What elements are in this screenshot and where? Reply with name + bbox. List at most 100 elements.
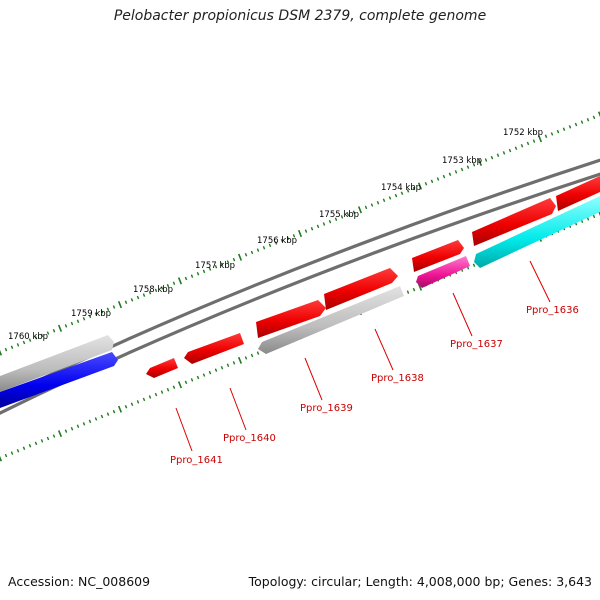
minor-tick <box>4 347 8 352</box>
minor-tick <box>148 395 152 399</box>
major-tick <box>297 229 303 238</box>
minor-tick <box>142 293 146 297</box>
minor-tick <box>472 163 476 167</box>
gene-arrow-gray[interactable] <box>258 286 404 354</box>
gene-arrow-gray[interactable] <box>0 335 114 392</box>
minor-tick <box>190 378 194 382</box>
major-tick <box>417 182 423 190</box>
minor-tick <box>190 274 194 278</box>
minor-tick <box>196 375 200 380</box>
minor-tick <box>268 243 272 248</box>
minor-tick <box>220 365 224 370</box>
gene-arrow-red[interactable] <box>556 176 600 211</box>
minor-tick <box>508 148 512 153</box>
gene-arrow-red[interactable] <box>412 240 464 272</box>
minor-tick <box>166 283 170 288</box>
minor-tick <box>202 373 206 377</box>
gene-arrow-red[interactable] <box>184 333 244 364</box>
minor-tick <box>430 179 434 184</box>
minor-tick <box>100 309 104 314</box>
kbp-label: 1754 kbp <box>381 183 421 193</box>
minor-tick <box>28 338 32 342</box>
major-tick <box>117 405 123 413</box>
minor-tick <box>226 363 230 368</box>
minor-tick <box>94 417 98 421</box>
minor-tick <box>412 186 416 191</box>
outer-tick-ring <box>0 111 600 356</box>
kbp-label: 1755 kbp <box>319 210 359 220</box>
minor-tick <box>10 345 14 349</box>
minor-tick <box>34 336 38 340</box>
major-tick <box>537 135 543 143</box>
minor-tick <box>100 414 104 419</box>
minor-tick <box>262 245 266 250</box>
major-tick <box>57 430 63 438</box>
map-title: Pelobacter propionicus DSM 2379, complet… <box>113 8 487 24</box>
gene-label-ppro-1636[interactable]: Ppro_1636 <box>526 305 579 316</box>
gene-label-ppro-1640[interactable]: Ppro_1640 <box>223 433 276 444</box>
genome-summary-text: Topology: circular; Length: 4,008,000 bp… <box>248 574 592 589</box>
gene-arrow-red[interactable] <box>146 358 178 378</box>
minor-tick <box>502 151 506 155</box>
backbone-lower <box>0 172 600 415</box>
backbone-upper <box>0 158 600 401</box>
gene-label-ppro-1638[interactable]: Ppro_1638 <box>371 373 424 384</box>
major-tick <box>357 206 363 214</box>
minor-tick <box>544 134 548 139</box>
minor-tick <box>484 158 488 162</box>
minor-tick <box>466 165 470 169</box>
minor-tick <box>130 402 134 407</box>
minor-tick <box>556 129 560 134</box>
minor-tick <box>130 298 134 302</box>
gene-arrow-cyan[interactable] <box>474 196 600 268</box>
minor-tick <box>340 215 344 219</box>
minor-tick <box>346 212 350 217</box>
minor-tick <box>550 132 554 136</box>
minor-tick <box>46 331 50 335</box>
minor-tick <box>64 429 68 433</box>
minor-tick <box>52 328 56 333</box>
major-tick <box>177 381 183 389</box>
minor-tick <box>436 177 440 181</box>
leader-line <box>229 387 247 431</box>
minor-tick <box>22 446 26 450</box>
minor-tick <box>520 144 524 148</box>
minor-tick <box>106 307 110 312</box>
gene-arrow-red[interactable] <box>472 198 556 246</box>
minor-tick <box>490 155 494 160</box>
minor-tick <box>532 139 536 143</box>
minor-tick <box>172 385 176 389</box>
minor-tick <box>40 439 44 443</box>
minor-tick <box>526 141 530 146</box>
minor-tick <box>10 451 14 455</box>
major-tick <box>177 277 183 285</box>
minor-tick <box>562 127 566 131</box>
minor-tick <box>412 287 416 292</box>
accession-text: Accession: NC_008609 <box>8 574 151 589</box>
minor-tick <box>40 333 44 338</box>
minor-tick <box>76 319 80 323</box>
major-tick <box>237 253 243 261</box>
minor-tick <box>208 267 212 271</box>
gene-arrow-blue[interactable] <box>0 352 118 408</box>
minor-tick <box>4 453 8 458</box>
leader-line <box>304 357 323 401</box>
gene-label-ppro-1641[interactable]: Ppro_1641 <box>170 455 223 466</box>
minor-tick <box>52 434 56 438</box>
minor-tick <box>166 387 170 392</box>
minor-tick <box>142 397 146 402</box>
gene-label-ppro-1637[interactable]: Ppro_1637 <box>450 339 503 350</box>
minor-tick <box>136 400 140 404</box>
minor-tick <box>16 448 20 453</box>
minor-tick <box>310 227 314 231</box>
gene-arrow-magenta[interactable] <box>416 256 470 288</box>
leader-line <box>452 292 473 337</box>
gene-arrow-red[interactable] <box>256 300 326 338</box>
gene-label-ppro-1639[interactable]: Ppro_1639 <box>300 403 353 414</box>
minor-tick <box>274 241 278 245</box>
minor-tick <box>580 120 584 124</box>
minor-tick <box>376 200 380 205</box>
gene-arrow-red[interactable] <box>324 268 398 310</box>
minor-tick <box>226 260 230 264</box>
minor-tick <box>382 198 386 203</box>
